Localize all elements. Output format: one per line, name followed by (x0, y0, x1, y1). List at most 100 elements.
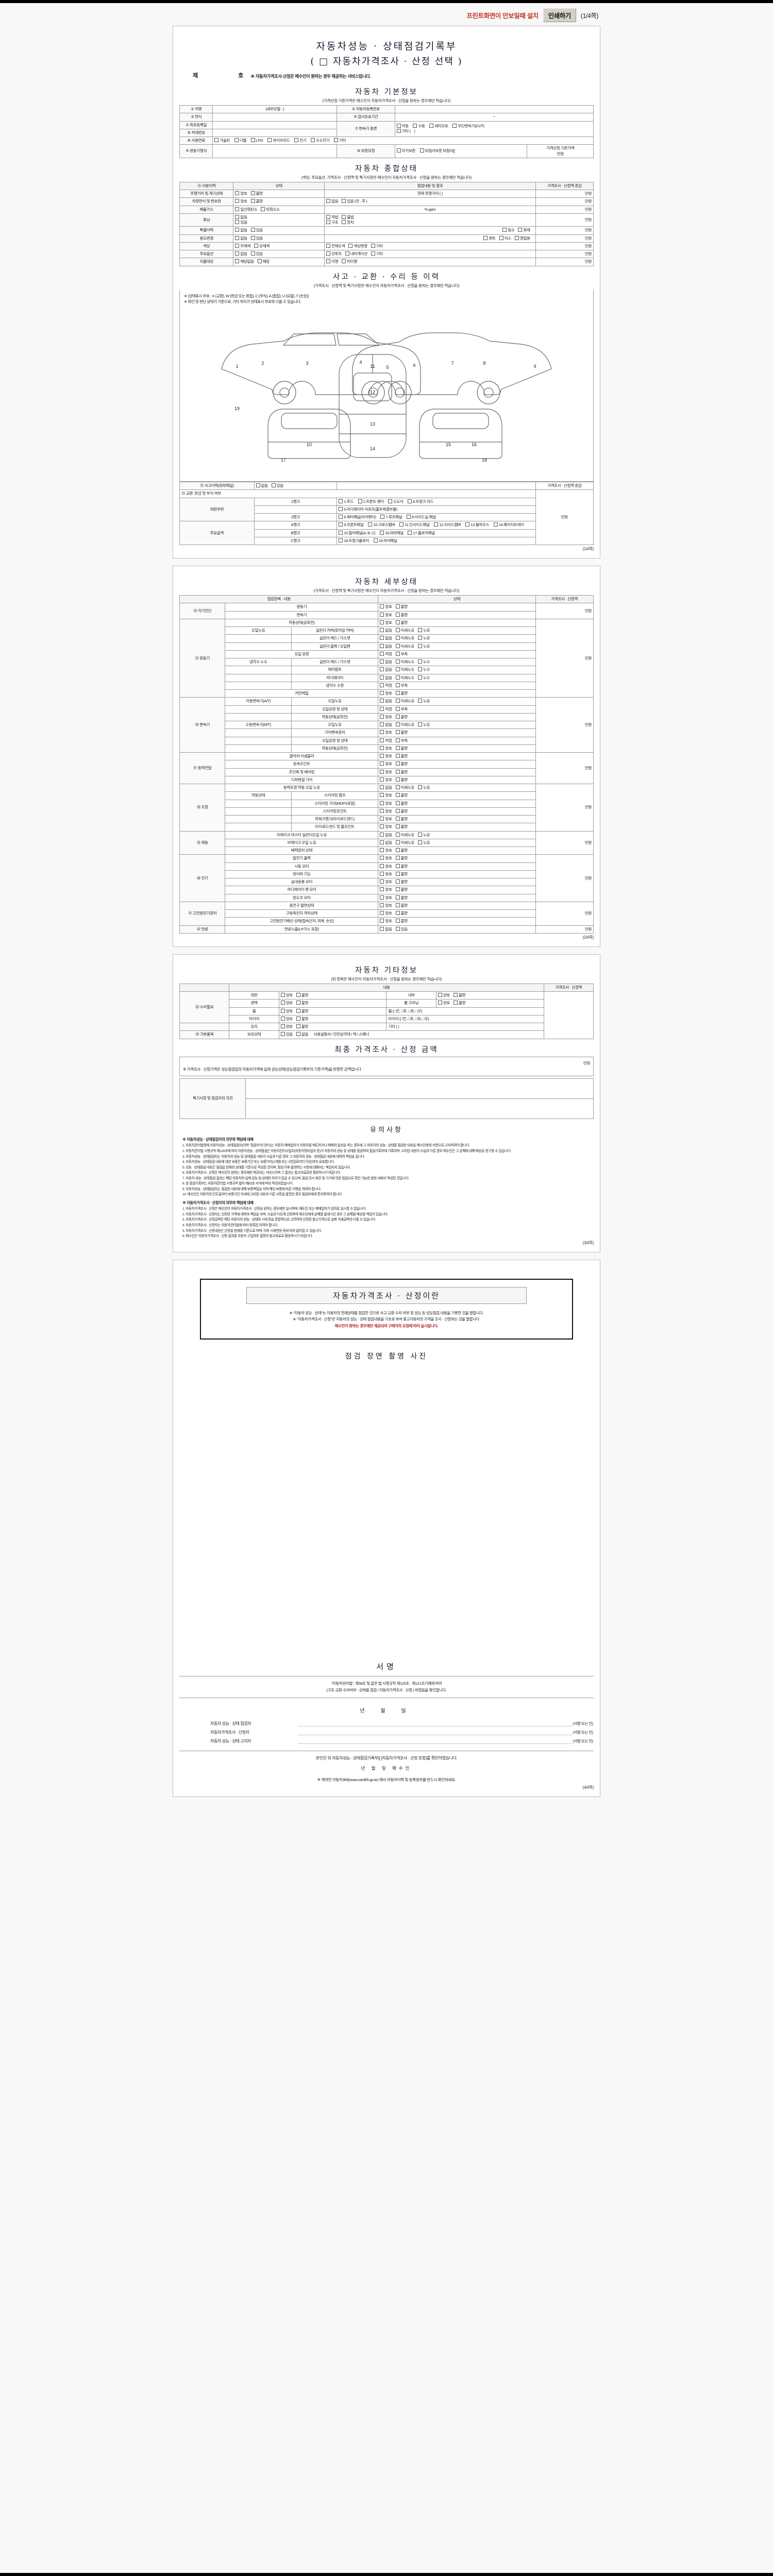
checkbox-roof-panel[interactable] (380, 515, 385, 519)
checkbox-fuel-other[interactable] (333, 138, 338, 142)
checkbox-full-repaint[interactable] (326, 243, 331, 248)
sub-state[interactable]: 양호 불량 (435, 999, 544, 1008)
checkbox-미세누유[interactable] (395, 636, 400, 640)
checkbox-불량[interactable] (395, 754, 400, 758)
special-notes-input-1[interactable] (245, 1078, 594, 1099)
row-detail[interactable]: 적법 불법 구조 장치 (324, 213, 536, 227)
row-detail[interactable]: 선루프 내비게이션 기타 (324, 249, 536, 259)
checkbox-none[interactable] (235, 251, 240, 256)
checkbox-없음[interactable] (380, 628, 384, 633)
checkbox-gasoline[interactable] (214, 138, 219, 142)
reg-no-value[interactable] (394, 105, 594, 114)
detail-state-options[interactable]: 양호 불량 (378, 917, 536, 926)
special-notes-input-2[interactable] (245, 1098, 594, 1119)
checkbox-good[interactable] (280, 1001, 285, 1005)
checkbox-hybrid[interactable] (267, 138, 272, 142)
checkbox-없음[interactable] (380, 643, 384, 648)
checkbox-부족[interactable] (395, 738, 400, 742)
engine-type-value[interactable] (212, 144, 338, 158)
checkbox-양호[interactable] (380, 745, 384, 750)
checkbox-color-change[interactable] (348, 243, 353, 248)
row-state[interactable]: 없음 있음 (233, 234, 325, 243)
checkbox-not-applicable[interactable] (235, 259, 240, 264)
checkbox-미세누수[interactable] (395, 659, 400, 664)
checkbox-불량[interactable] (395, 691, 400, 696)
checkbox-미세누유[interactable] (395, 628, 400, 633)
detail-state-options[interactable]: 없음 미세누유 누유 (378, 626, 536, 635)
checkbox-none[interactable] (296, 1032, 300, 1037)
checkbox-미세누유[interactable] (395, 832, 400, 837)
checkbox-양호[interactable] (380, 911, 384, 916)
checkbox-미세누유[interactable] (395, 785, 400, 790)
checkbox-exists[interactable] (250, 228, 255, 232)
checkbox-sunroof[interactable] (326, 251, 331, 256)
checkbox-exists[interactable] (250, 235, 255, 240)
checkbox-manual[interactable] (413, 124, 417, 128)
checkbox-양호[interactable] (380, 856, 384, 860)
row-detail[interactable]: % ppm (324, 205, 536, 214)
checkbox-양호[interactable] (380, 919, 384, 923)
checkbox-exists[interactable] (342, 199, 346, 204)
checkbox-양호[interactable] (380, 691, 384, 696)
row-state[interactable]: 해당없음 해당 (233, 258, 325, 266)
checkbox-good[interactable] (235, 199, 240, 204)
checkbox-co[interactable] (235, 207, 240, 211)
checkbox-양호[interactable] (380, 887, 384, 892)
checkbox-누수[interactable] (417, 667, 422, 672)
row-delta[interactable]: 만원 (535, 189, 594, 198)
sub-state[interactable]: 있음 없음 사용설명서 / 안전삼각대 / 잭 / 스패너 (278, 1030, 544, 1039)
row-detail[interactable]: 침수 화재 (324, 226, 536, 235)
install-warning-text[interactable]: 프린트화면이 안보일때 설치 (466, 12, 539, 20)
rank-items[interactable]: 6.쿼터패널(리어펜더) 7.루프패널 8.사이드실 패널 (337, 513, 536, 522)
checkbox-불량[interactable] (395, 919, 400, 923)
checkbox-legal[interactable] (326, 214, 331, 219)
checkbox-good[interactable] (280, 1008, 285, 1013)
detail-state-options[interactable]: 양호 불량 (378, 909, 536, 918)
checkbox-exists[interactable] (271, 483, 276, 488)
checkbox-불량[interactable] (395, 895, 400, 900)
checkbox-inside-panel[interactable] (399, 522, 404, 527)
detail-price-value[interactable]: 만원 (535, 831, 594, 855)
checkbox-누유[interactable] (417, 628, 422, 633)
car-name-value[interactable]: (세부모델 : ) (212, 105, 338, 114)
sub-state-tire[interactable]: 타이어 (□전, □후, □좌, □우) (386, 1014, 544, 1024)
detail-price-value[interactable]: 만원 (535, 697, 594, 753)
row-state[interactable]: 양호 불량 (233, 197, 325, 206)
checkbox-양호[interactable] (380, 777, 384, 782)
checkbox-부족[interactable] (395, 683, 400, 687)
checkbox-bad[interactable] (296, 1016, 300, 1021)
detail-state-options[interactable]: 없음 미세누수 누수 (378, 666, 536, 674)
checkbox-chromatic[interactable] (254, 243, 259, 248)
checkbox-applicable[interactable] (257, 259, 262, 264)
checkbox-불량[interactable] (395, 879, 400, 884)
checkbox-illegal[interactable] (342, 214, 346, 219)
checkbox-양호[interactable] (380, 879, 384, 884)
detail-state-options[interactable]: 없음 미세누유 누유 (378, 721, 536, 730)
checkbox-불량[interactable] (395, 769, 400, 774)
checkbox-fire[interactable] (518, 228, 523, 232)
checkbox-none[interactable] (235, 235, 240, 240)
checkbox-불량[interactable] (395, 887, 400, 892)
checkbox-lease[interactable] (499, 235, 503, 240)
detail-state-options[interactable]: 적정 부족 (378, 681, 536, 690)
detail-state-options[interactable]: 없음 미세누유 누유 (378, 634, 536, 643)
row-delta[interactable]: 만원 (535, 258, 594, 266)
checkbox-exists[interactable] (280, 1032, 285, 1037)
checkbox-미세누수[interactable] (395, 667, 400, 672)
checkbox-bad[interactable] (250, 199, 255, 204)
checkbox-불량[interactable] (395, 817, 400, 821)
detail-state-options[interactable]: 양호 불량 (378, 870, 536, 879)
checkbox-insurer-warranty[interactable] (419, 148, 424, 153)
rank-items[interactable]: 1.후드 2.프론트 펜더 3.도어 4.트렁크 리드 (337, 497, 536, 506)
checkbox-trunk-lid[interactable] (407, 499, 412, 503)
detail-state-options[interactable]: 양호 불량 (378, 760, 536, 769)
checkbox-side-member[interactable] (434, 522, 439, 527)
detail-state-options[interactable]: 양호 불량 (378, 823, 536, 832)
checkbox-bad[interactable] (296, 993, 300, 997)
checkbox-bad[interactable] (453, 993, 458, 997)
checkbox-불량[interactable] (395, 612, 400, 617)
external-accident-state[interactable]: 없음 있음 (254, 482, 338, 490)
rank-items[interactable]: 18.트렁크플로어 19.리어패널 (337, 536, 536, 546)
base-price-cell[interactable]: 가격산정 기준가액 만원 (527, 144, 594, 158)
detail-state-options[interactable]: 양호 불량 (378, 886, 536, 894)
